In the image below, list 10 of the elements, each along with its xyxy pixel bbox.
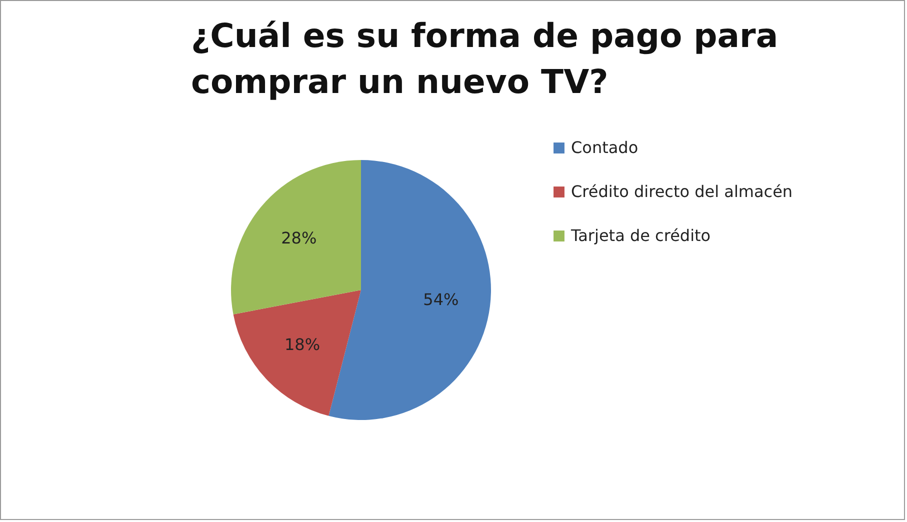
data-label: 18% bbox=[284, 335, 320, 354]
pie-slice bbox=[231, 160, 361, 314]
data-label: 28% bbox=[281, 228, 317, 248]
chart-title: ¿Cuál es su forma de pago para comprar un nuevo TV? bbox=[191, 16, 778, 101]
data-label: 54% bbox=[423, 290, 459, 310]
pie-slice bbox=[233, 290, 361, 416]
legend-label: Tarjeta de crédito bbox=[570, 226, 711, 245]
legend-label: Crédito directo del almacén bbox=[571, 182, 793, 201]
legend-label: Contado bbox=[571, 138, 638, 157]
pie-slice bbox=[328, 160, 491, 420]
